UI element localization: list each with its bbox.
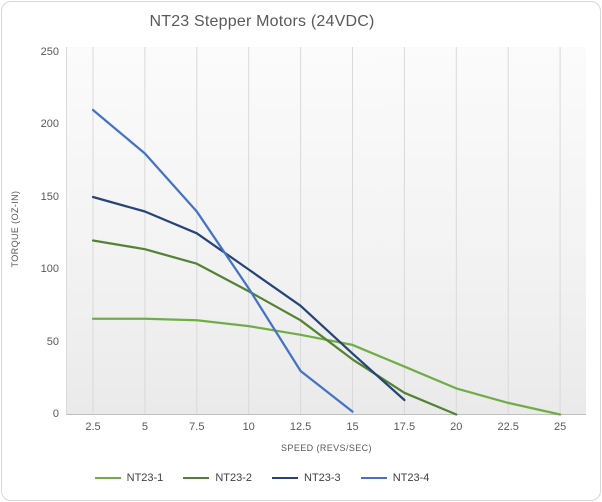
x-tick-label-20: 20 <box>450 421 463 433</box>
legend-label-NT23-2: NT23-2 <box>215 472 252 484</box>
y-tick-label-0: 0 <box>52 408 59 420</box>
legend-line-swatch-NT23-2 <box>183 477 210 479</box>
legend-line-swatch-NT23-4 <box>360 477 387 479</box>
y-tick-label-50: 50 <box>46 335 59 348</box>
x-tick-label-17.5: 17.5 <box>393 421 416 433</box>
y-tick-label-200: 200 <box>40 118 59 130</box>
y-tick-label-150: 150 <box>40 190 59 203</box>
legend-line-swatch-NT23-1 <box>94 477 121 479</box>
legend-item-NT23-1: NT23-1 <box>94 472 164 484</box>
legend-label-NT23-4: NT23-4 <box>392 472 430 484</box>
x-axis-title: SPEED (REVS/SEC) <box>281 443 372 453</box>
legend-item-NT23-3: NT23-3 <box>272 472 341 484</box>
x-tick-label-15: 15 <box>346 421 359 433</box>
x-tick-label-22.5: 22.5 <box>497 421 519 433</box>
series-line-NT23-2 <box>91 239 458 416</box>
legend-item-NT23-4: NT23-4 <box>360 472 430 484</box>
legend-label-NT23-1: NT23-1 <box>126 472 164 484</box>
x-tick-label-7.5: 7.5 <box>189 421 205 433</box>
legend-line-swatch-NT23-3 <box>272 477 298 479</box>
x-tick-label-2.5: 2.5 <box>85 421 101 433</box>
plot-area-background <box>66 47 586 415</box>
chart-title: NT23 Stepper Motors (24VDC) <box>149 13 375 30</box>
legend-label-NT23-3: NT23-3 <box>304 472 341 484</box>
y-tick-label-100: 100 <box>40 263 59 275</box>
series-line-NT23-4 <box>91 108 354 413</box>
x-tick-label-10: 10 <box>242 421 255 433</box>
legend-item-NT23-2: NT23-2 <box>183 472 252 484</box>
x-tick-label-12.5: 12.5 <box>289 421 312 433</box>
series-line-NT23-3 <box>91 195 406 402</box>
y-axis-title: TORQUE (OZ-IN) <box>10 190 20 268</box>
x-tick-label-25: 25 <box>553 421 567 433</box>
chart-legend: NT23-1 NT23-2 NT23-3 NT23-4 <box>2 472 561 484</box>
y-tick-label-250: 250 <box>40 45 59 58</box>
x-tick-label-5: 5 <box>141 421 148 433</box>
